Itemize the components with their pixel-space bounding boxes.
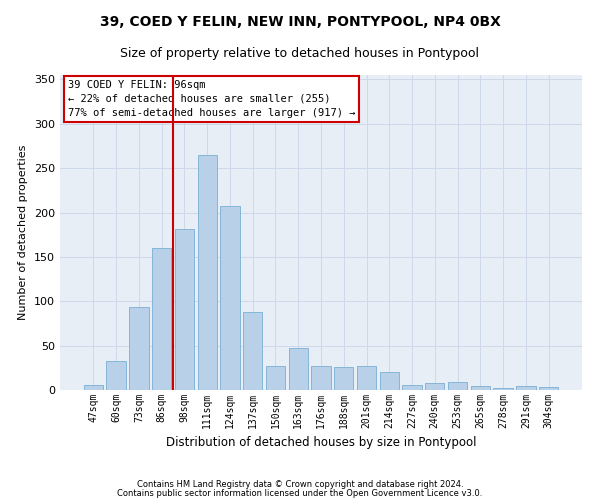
Bar bbox=[106, 360, 126, 390]
Bar bbox=[425, 383, 445, 390]
Text: Size of property relative to detached houses in Pontypool: Size of property relative to detached ho… bbox=[121, 48, 479, 60]
Bar bbox=[448, 382, 467, 390]
Bar bbox=[380, 372, 399, 390]
Bar bbox=[175, 228, 194, 390]
Bar bbox=[220, 206, 239, 390]
Bar bbox=[266, 366, 285, 390]
Bar bbox=[129, 306, 149, 390]
Bar bbox=[289, 348, 308, 390]
Bar bbox=[311, 366, 331, 390]
Bar bbox=[539, 388, 558, 390]
Text: 39 COED Y FELIN: 96sqm
← 22% of detached houses are smaller (255)
77% of semi-de: 39 COED Y FELIN: 96sqm ← 22% of detached… bbox=[68, 80, 355, 118]
Text: Contains public sector information licensed under the Open Government Licence v3: Contains public sector information licen… bbox=[118, 489, 482, 498]
Bar bbox=[243, 312, 262, 390]
Bar bbox=[334, 367, 353, 390]
Bar bbox=[357, 366, 376, 390]
Bar bbox=[84, 384, 103, 390]
X-axis label: Distribution of detached houses by size in Pontypool: Distribution of detached houses by size … bbox=[166, 436, 476, 450]
Bar bbox=[516, 386, 536, 390]
Bar bbox=[403, 384, 422, 390]
Text: 39, COED Y FELIN, NEW INN, PONTYPOOL, NP4 0BX: 39, COED Y FELIN, NEW INN, PONTYPOOL, NP… bbox=[100, 15, 500, 29]
Bar bbox=[197, 155, 217, 390]
Y-axis label: Number of detached properties: Number of detached properties bbox=[19, 145, 28, 320]
Bar bbox=[470, 386, 490, 390]
Bar bbox=[152, 248, 172, 390]
Text: Contains HM Land Registry data © Crown copyright and database right 2024.: Contains HM Land Registry data © Crown c… bbox=[137, 480, 463, 489]
Bar bbox=[493, 388, 513, 390]
